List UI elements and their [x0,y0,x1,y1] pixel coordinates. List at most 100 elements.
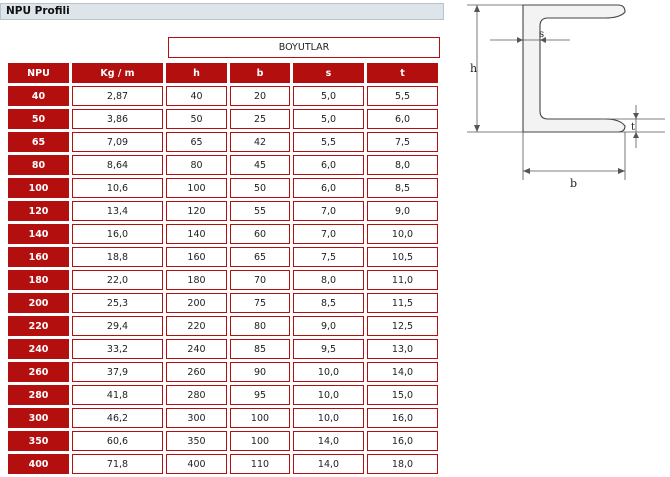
npu-cross-section-diagram: h s t b [467,4,665,190]
s-right-arrow [540,37,546,43]
cell-t: 16,0 [367,408,438,428]
cell-npu: 400 [8,454,69,474]
t-label: t [631,122,635,133]
table-row: 240 33,2 240 85 9,5 13,0 [8,339,438,359]
cell-t: 18,0 [367,454,438,474]
cell-b: 100 [230,431,290,451]
cell-t: 12,5 [367,316,438,336]
cell-b: 20 [230,86,290,106]
cell-h: 260 [166,362,227,382]
cell-npu: 300 [8,408,69,428]
cell-b: 85 [230,339,290,359]
cell-npu: 120 [8,201,69,221]
cell-b: 95 [230,385,290,405]
cell-kg-per-m: 16,0 [72,224,163,244]
column-header-npu: NPU [8,63,69,83]
cell-h: 80 [166,155,227,175]
cell-t: 9,0 [367,201,438,221]
cell-t: 10,0 [367,224,438,244]
cell-b: 100 [230,408,290,428]
table-header-row: NPU Kg / m h b s t [8,63,438,83]
cell-npu: 160 [8,247,69,267]
cell-b: 60 [230,224,290,244]
table-row: 200 25,3 200 75 8,5 11,5 [8,293,438,313]
cell-s: 5,0 [293,86,364,106]
cell-kg-per-m: 41,8 [72,385,163,405]
cell-h: 100 [166,178,227,198]
cell-b: 25 [230,109,290,129]
table-row: 40 2,87 40 20 5,0 5,5 [8,86,438,106]
cell-s: 7,5 [293,247,364,267]
column-header-kg-m: Kg / m [72,63,163,83]
cell-kg-per-m: 29,4 [72,316,163,336]
cell-h: 240 [166,339,227,359]
cell-h: 350 [166,431,227,451]
cell-s: 8,5 [293,293,364,313]
cell-s: 5,5 [293,132,364,152]
cell-s: 10,0 [293,362,364,382]
table-row: 65 7,09 65 42 5,5 7,5 [8,132,438,152]
cell-h: 65 [166,132,227,152]
table-row: 100 10,6 100 50 6,0 8,5 [8,178,438,198]
cell-npu: 280 [8,385,69,405]
b-label: b [570,177,577,190]
cell-kg-per-m: 3,86 [72,109,163,129]
cell-b: 55 [230,201,290,221]
s-label: s [539,29,544,40]
cell-s: 10,0 [293,408,364,428]
cell-t: 7,5 [367,132,438,152]
table-row: 350 60,6 350 100 14,0 16,0 [8,431,438,451]
s-left-arrow [517,37,523,43]
cell-h: 200 [166,293,227,313]
cell-t: 13,0 [367,339,438,359]
table-row: 400 71,8 400 110 14,0 18,0 [8,454,438,474]
cell-t: 10,5 [367,247,438,267]
table-row: 50 3,86 50 25 5,0 6,0 [8,109,438,129]
cell-npu: 260 [8,362,69,382]
cell-b: 70 [230,270,290,290]
table-row: 140 16,0 140 60 7,0 10,0 [8,224,438,244]
cell-kg-per-m: 60,6 [72,431,163,451]
cell-b: 45 [230,155,290,175]
cell-t: 14,0 [367,362,438,382]
t-top-arrow [633,113,639,119]
cell-s: 10,0 [293,385,364,405]
cell-b: 42 [230,132,290,152]
cell-h: 300 [166,408,227,428]
table-row: 180 22,0 180 70 8,0 11,0 [8,270,438,290]
cell-t: 8,5 [367,178,438,198]
cell-h: 400 [166,454,227,474]
dimensions-group-header: BOYUTLAR [168,37,440,58]
h-top-arrow [474,5,480,12]
table-body: 40 2,87 40 20 5,0 5,5 50 3,86 50 25 5,0 6,0 65 7,09 65… [8,86,438,474]
t-bottom-arrow [633,132,639,138]
cell-npu: 180 [8,270,69,290]
cell-s: 6,0 [293,178,364,198]
cell-kg-per-m: 2,87 [72,86,163,106]
table-row: 220 29,4 220 80 9,0 12,5 [8,316,438,336]
cell-b: 50 [230,178,290,198]
cell-s: 8,0 [293,270,364,290]
b-right-arrow [618,168,625,174]
cell-kg-per-m: 18,8 [72,247,163,267]
cell-h: 180 [166,270,227,290]
cell-h: 40 [166,86,227,106]
cell-kg-per-m: 13,4 [72,201,163,221]
cell-t: 11,5 [367,293,438,313]
cell-t: 6,0 [367,109,438,129]
cell-t: 11,0 [367,270,438,290]
cell-kg-per-m: 22,0 [72,270,163,290]
h-bottom-arrow [474,125,480,132]
cell-kg-per-m: 33,2 [72,339,163,359]
cell-kg-per-m: 7,09 [72,132,163,152]
table-row: 120 13,4 120 55 7,0 9,0 [8,201,438,221]
cell-npu: 40 [8,86,69,106]
cell-b: 90 [230,362,290,382]
cell-s: 14,0 [293,454,364,474]
cell-npu: 220 [8,316,69,336]
cell-s: 9,0 [293,316,364,336]
cell-h: 220 [166,316,227,336]
cell-t: 16,0 [367,431,438,451]
cell-s: 5,0 [293,109,364,129]
cell-npu: 200 [8,293,69,313]
